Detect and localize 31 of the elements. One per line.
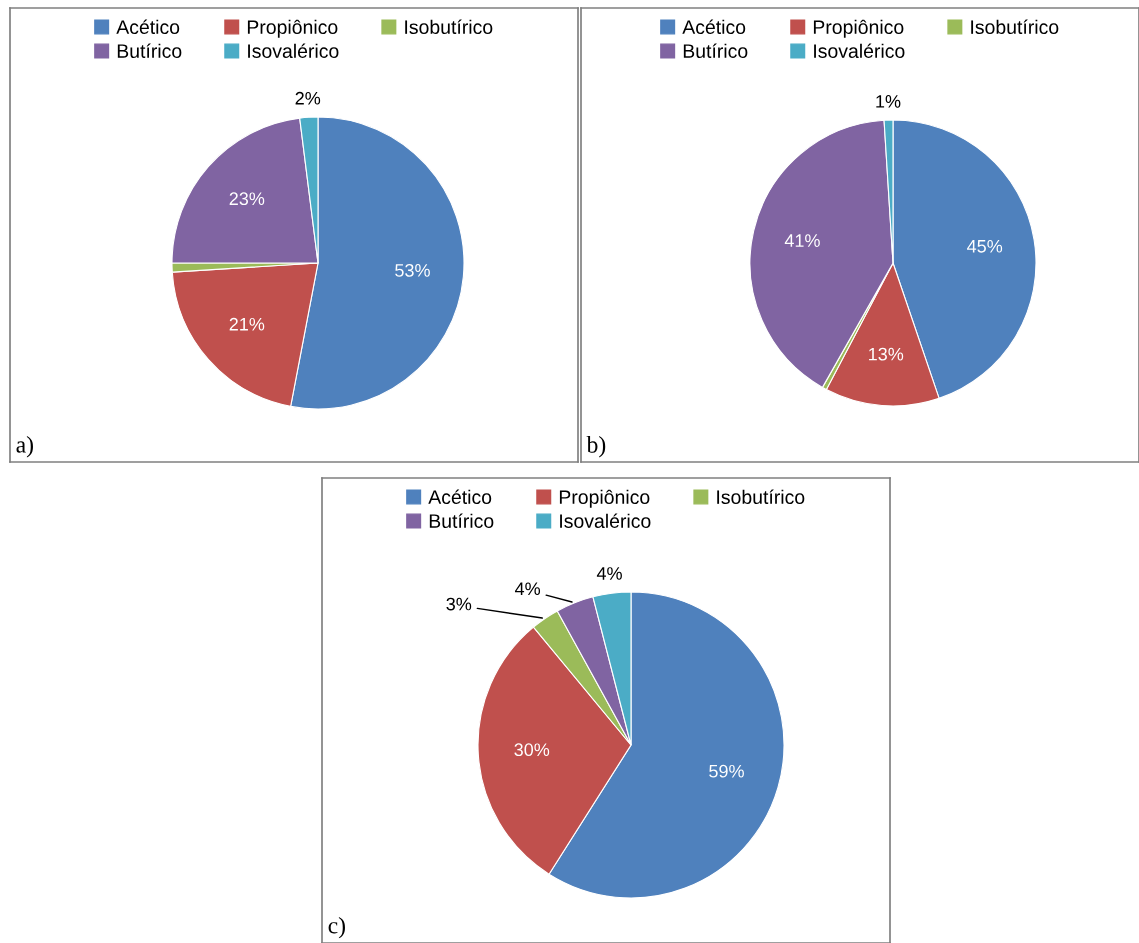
legend-label: Butírico — [683, 43, 748, 58]
legend-label: Isovalérico — [560, 513, 651, 528]
legend-label: Isovalérico — [248, 43, 339, 58]
data-label: 2% — [295, 91, 321, 105]
legend-label: Acético — [428, 489, 492, 505]
data-label: 53% — [395, 263, 430, 277]
data-label: 45% — [967, 239, 1003, 253]
legend-label: Propiônico — [559, 489, 650, 508]
legend-label: Isobutírico — [405, 19, 493, 35]
legend-label: Isobutírico — [971, 19, 1059, 35]
data-label: 23% — [229, 192, 265, 206]
data-label: 4% — [514, 582, 541, 596]
data-label: 3% — [446, 597, 472, 611]
legend-label: Propiônico — [813, 19, 904, 38]
text: c) — [328, 916, 345, 939]
data-label: 4% — [596, 567, 622, 580]
data-label: 30% — [514, 743, 550, 757]
legend-label: Butírico — [429, 513, 494, 528]
data-label: 21% — [229, 317, 265, 331]
data-label: 59% — [709, 764, 744, 778]
data-label: 41% — [784, 234, 820, 247]
legend-label: Acético — [682, 19, 746, 35]
legend-label: Isobutírico — [717, 489, 805, 505]
data-label: 13% — [869, 347, 904, 361]
text: a) — [16, 436, 33, 458]
data-label: 1% — [876, 95, 901, 108]
legend-label: Propiônico — [247, 19, 338, 38]
legend-label: Acético — [116, 19, 180, 35]
legend-label: Butírico — [117, 43, 182, 58]
legend-label: Isovalérico — [814, 43, 905, 58]
text: b) — [586, 436, 606, 458]
